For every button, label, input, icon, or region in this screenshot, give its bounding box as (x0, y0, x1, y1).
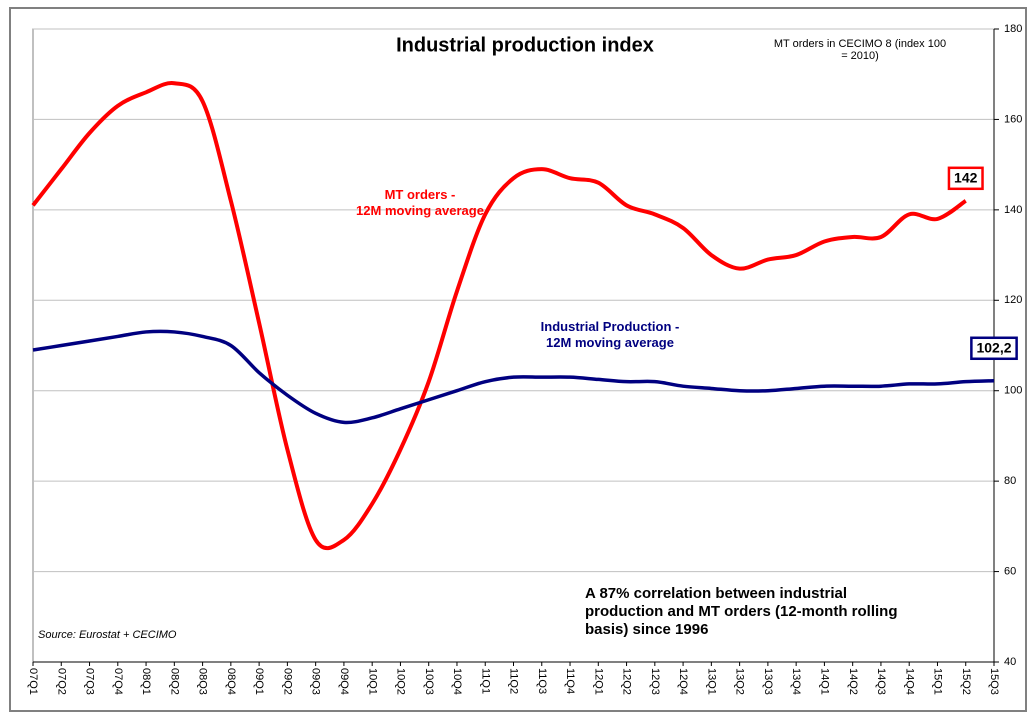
x-tick-label: 13Q4 (790, 668, 802, 695)
subtitle: MT orders in CECIMO 8 (index 100 = 2010) (773, 38, 947, 62)
x-tick-label: 13Q2 (734, 668, 746, 695)
x-tick-label: 07Q1 (27, 668, 39, 695)
x-tick-label: 10Q2 (395, 668, 407, 695)
x-tick-label: 09Q4 (338, 668, 350, 695)
x-tick-label: 07Q3 (84, 668, 96, 695)
value-label: 102,2 (976, 339, 1011, 355)
y-tick-label: 80 (1004, 475, 1016, 487)
x-tick-label: 08Q2 (168, 668, 180, 695)
series-label: Industrial Production - 12M moving avera… (540, 319, 680, 350)
line (32, 329, 995, 425)
x-tick-label: 12Q2 (621, 668, 633, 695)
value-label-box (970, 336, 1018, 361)
y-tick-label: 40 (1004, 656, 1016, 668)
x-tick-label: 14Q3 (875, 668, 887, 695)
x-tick-label: 07Q4 (112, 668, 124, 695)
value-label: 142 (954, 170, 978, 186)
x-tick-label: 13Q1 (705, 668, 717, 695)
x-tick-label: 13Q3 (762, 668, 774, 695)
x-tick-label: 09Q1 (253, 668, 265, 695)
x-tick-label: 11Q2 (508, 668, 520, 694)
x-tick-label: 09Q2 (281, 668, 293, 695)
line (31, 81, 967, 551)
x-tick-label: 12Q3 (649, 668, 661, 695)
chart-title: Industrial production index (396, 34, 654, 56)
y-tick-label: 120 (1004, 294, 1022, 306)
y-tick-label: 160 (1004, 113, 1022, 125)
y-tick-label: 60 (1004, 565, 1016, 577)
y-tick-label: 140 (1004, 204, 1022, 216)
x-tick-label: 12Q4 (677, 668, 689, 695)
x-tick-label: 10Q3 (423, 668, 435, 695)
source: Source: Eurostat + CECIMO (38, 629, 177, 641)
x-tick-label: 08Q1 (140, 668, 152, 695)
x-tick-label: 08Q3 (197, 668, 209, 695)
frame (9, 7, 1027, 712)
x-tick-label: 14Q2 (847, 668, 859, 695)
x-tick-label: 12Q1 (592, 668, 604, 695)
x-tick-label: 07Q2 (55, 668, 67, 695)
series-label: MT orders - 12M moving average (356, 187, 484, 218)
value-label-box (947, 166, 984, 191)
y-tick-label: 180 (1004, 23, 1022, 35)
x-tick-label: 11Q3 (536, 668, 548, 694)
x-tick-label: 15Q3 (988, 668, 1000, 695)
x-tick-label: 11Q1 (479, 668, 491, 694)
x-tick-label: 08Q4 (225, 668, 237, 695)
x-tick-label: 14Q1 (819, 668, 831, 695)
x-tick-label: 10Q4 (451, 668, 463, 695)
x-tick-label: 15Q1 (932, 668, 944, 695)
x-tick-label: 11Q4 (564, 668, 576, 694)
x-tick-label: 09Q3 (310, 668, 322, 695)
x-tick-label: 10Q1 (366, 668, 378, 695)
y-tick-label: 100 (1004, 385, 1022, 397)
x-tick-label: 14Q4 (903, 668, 915, 695)
x-tick-label: 15Q2 (960, 668, 972, 695)
annotation: A 87% correlation between industrial pro… (585, 585, 898, 638)
